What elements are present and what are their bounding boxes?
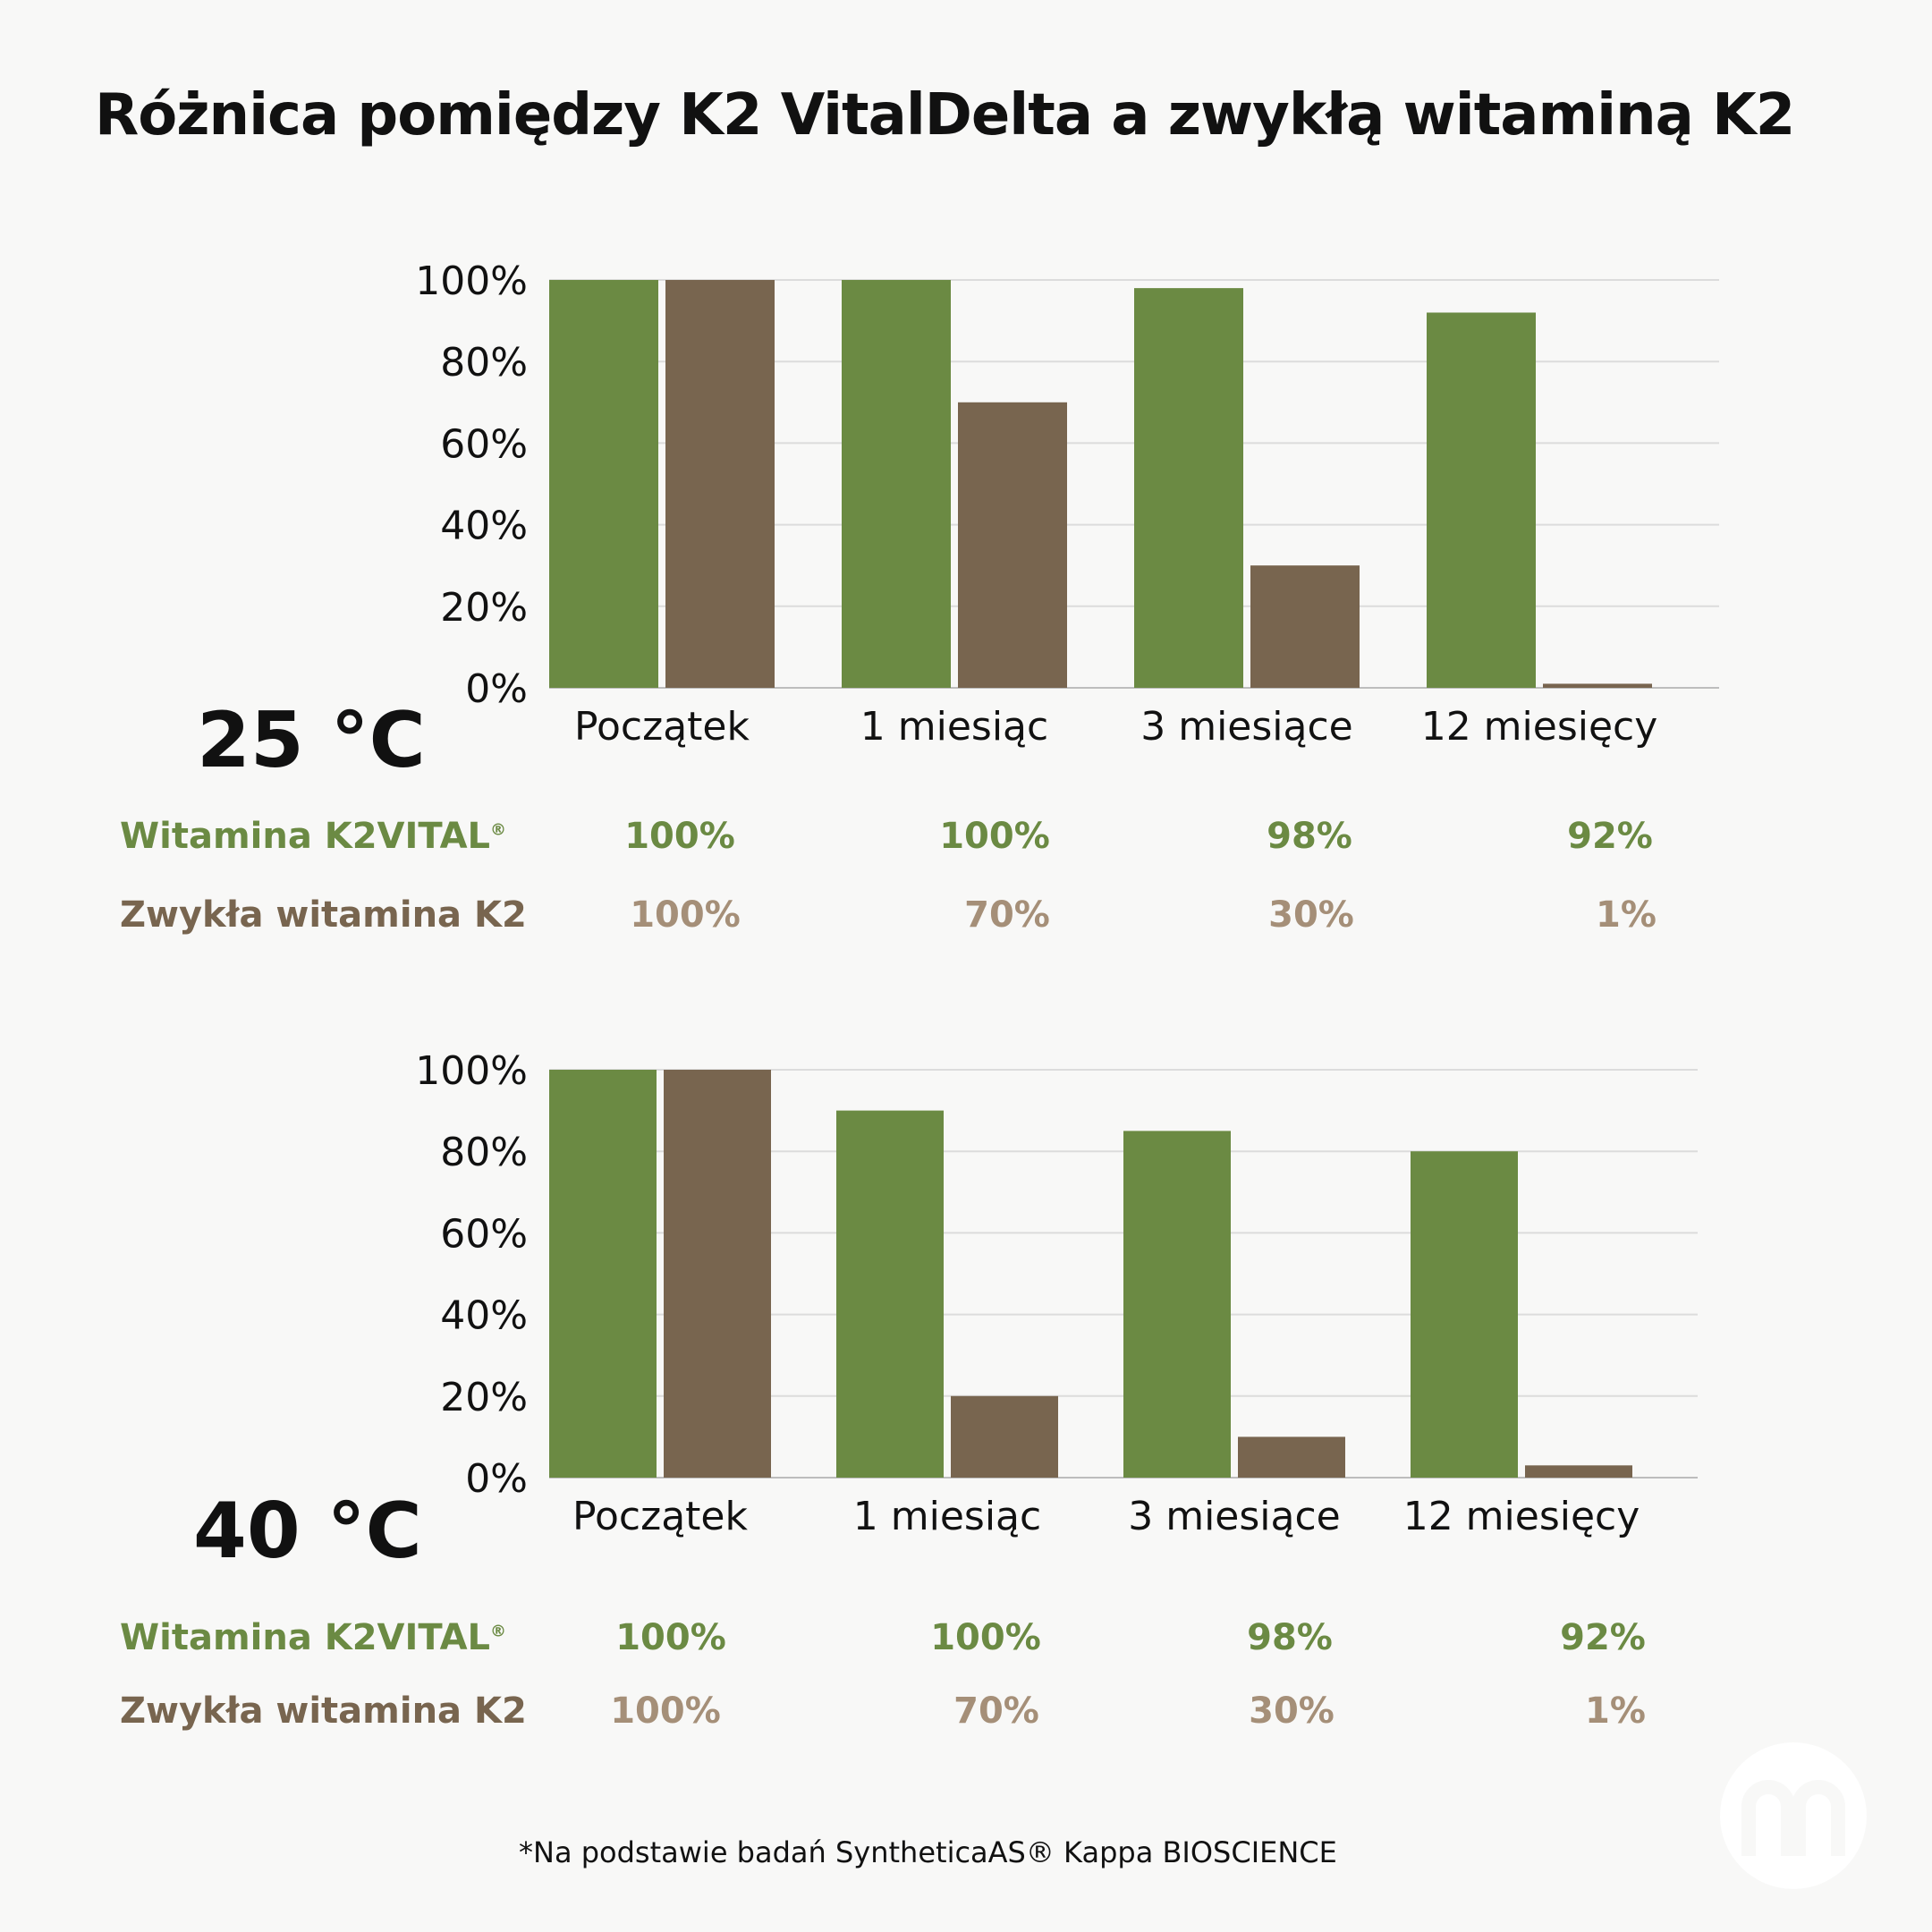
bar-chart-40c: 0% 20% 40% 60% 80% 100% Początek 1 miesiąc 3 mie… [415, 1048, 1698, 1539]
k2vital-row-label: Witamina K2VITAL® [120, 1617, 507, 1658]
bar-k2vital [842, 280, 951, 688]
y-tick-label: 0% [465, 1456, 528, 1502]
regular-value: 70% [964, 894, 1050, 936]
bar-k2vital [1123, 1131, 1231, 1478]
y-tick-label: 100% [415, 258, 528, 304]
y-tick-label: 60% [440, 1211, 528, 1257]
regular-value: 30% [1268, 894, 1354, 936]
x-tick-label: Początek [572, 1494, 748, 1539]
regular-row-label: Zwykła witamina K2 [120, 1690, 527, 1732]
regular-value: 1% [1596, 894, 1657, 936]
k2vital-value: 98% [1247, 1617, 1333, 1658]
page-title: Różnica pomiędzy K2 VitalDelta a zwykłą … [95, 82, 1795, 148]
x-tick-label: 1 miesiąc [860, 704, 1048, 750]
bar-regular [1543, 683, 1652, 688]
k2vital-value: 92% [1560, 1617, 1646, 1658]
k2vital-value: 100% [615, 1617, 726, 1658]
chart-25c: 0% 20% 40% 60% 80% 100% Początek 1 miesiąc 3 mie… [0, 250, 1932, 787]
bar-regular [1525, 1465, 1632, 1478]
bar-regular [665, 280, 775, 688]
y-tick-label: 20% [440, 1375, 528, 1420]
y-tick-label: 60% [440, 421, 528, 467]
bar-k2vital [549, 280, 658, 688]
y-tick-label: 80% [440, 1130, 528, 1175]
x-tick-label: 12 miesięcy [1403, 1494, 1640, 1539]
y-tick-label: 0% [465, 666, 528, 712]
brand-logo-icon [1720, 1742, 1867, 1889]
bar-regular [951, 1395, 1058, 1478]
bar-k2vital [1411, 1151, 1518, 1478]
y-tick-label: 20% [440, 585, 528, 631]
x-tick-label: Początek [574, 704, 750, 750]
bar-regular [1250, 565, 1360, 688]
bar-chart-25c: 0% 20% 40% 60% 80% 100% Początek 1 miesiąc 3 mie… [415, 258, 1719, 750]
y-tick-label: 100% [415, 1048, 528, 1094]
k2vital-value: 98% [1267, 816, 1352, 857]
bar-k2vital [836, 1110, 944, 1478]
regular-value: 1% [1585, 1690, 1646, 1732]
k2vital-row-label: Witamina K2VITAL® [120, 816, 507, 857]
regular-value: 30% [1249, 1690, 1335, 1732]
y-tick-label: 40% [440, 504, 528, 549]
y-tick-label: 40% [440, 1293, 528, 1339]
regular-value: 100% [630, 894, 741, 936]
regular-row-label: Zwykła witamina K2 [120, 894, 527, 936]
bar-k2vital [1134, 288, 1243, 688]
k2vital-value: 92% [1567, 816, 1653, 857]
k2vital-value: 100% [939, 816, 1050, 857]
x-tick-label: 1 miesiąc [853, 1494, 1041, 1539]
temperature-label-40c: 40 °C [193, 1487, 422, 1576]
bar-regular [664, 1070, 771, 1478]
chart-40c: 0% 20% 40% 60% 80% 100% Początek 1 miesiąc 3 mie… [0, 1038, 1932, 1574]
k2vital-value: 100% [624, 816, 735, 857]
y-tick-label: 80% [440, 340, 528, 386]
bar-k2vital [549, 1070, 657, 1478]
bar-regular [958, 402, 1067, 688]
footnote: *Na podstawie badań SyntheticaAS® Kappa … [519, 1835, 1337, 1869]
x-tick-label: 3 miesiące [1140, 704, 1353, 750]
temperature-label-25c: 25 °C [197, 696, 426, 785]
regular-value: 100% [610, 1690, 721, 1732]
x-tick-label: 3 miesiące [1128, 1494, 1341, 1539]
bar-regular [1238, 1436, 1345, 1478]
bar-k2vital [1427, 312, 1536, 688]
k2vital-value: 100% [930, 1617, 1041, 1658]
x-tick-label: 12 miesięcy [1421, 704, 1658, 750]
regular-value: 70% [953, 1690, 1039, 1732]
